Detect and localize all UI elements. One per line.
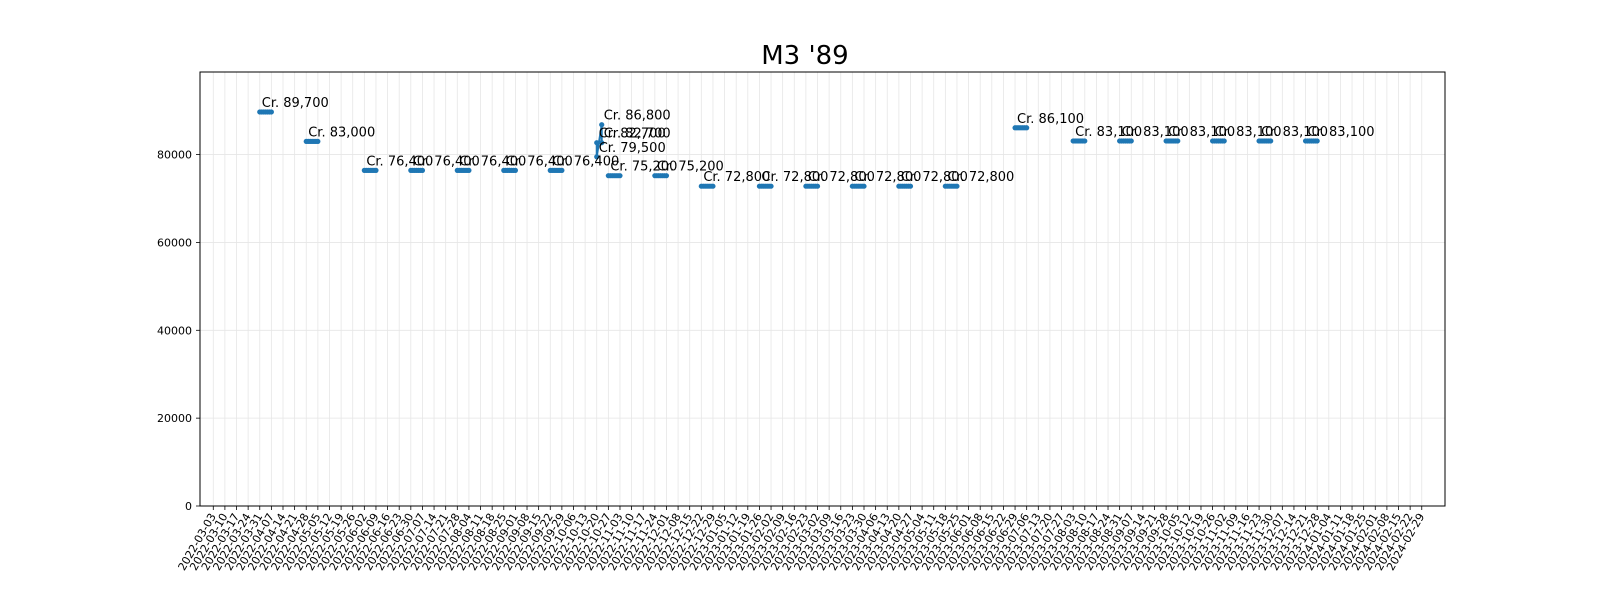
data-label: Cr. 72,800 xyxy=(761,170,828,185)
data-point xyxy=(559,167,565,173)
data-point xyxy=(1268,138,1274,144)
series xyxy=(257,109,1320,189)
data-label: Cr. 82,700 xyxy=(604,127,671,142)
data-label: Cr. 83,100 xyxy=(1261,125,1328,140)
data-label: Cr. 82,700 xyxy=(599,127,666,142)
data-point xyxy=(907,183,914,189)
data-point xyxy=(861,183,867,189)
data-label: Cr. 76,400 xyxy=(413,154,480,169)
data-label: Cr. 83,000 xyxy=(308,125,375,140)
data-label: Cr. 75,200 xyxy=(610,160,677,175)
data-point xyxy=(268,109,274,115)
data-label: Cr. 83,100 xyxy=(1308,125,1375,140)
data-point xyxy=(599,140,605,146)
y-tick-label: 20000 xyxy=(157,412,192,425)
data-point xyxy=(1024,125,1030,131)
data-label: Cr. 72,800 xyxy=(854,170,921,185)
data-point xyxy=(466,167,472,173)
y-tick-label: 0 xyxy=(185,500,192,513)
data-label: Cr. 83,100 xyxy=(1075,125,1142,140)
grid xyxy=(200,72,1445,507)
data-label: Cr. 79,500 xyxy=(599,141,666,156)
data-point xyxy=(512,167,519,173)
data-point xyxy=(617,173,623,179)
data-point xyxy=(594,140,600,146)
data-label: Cr. 83,100 xyxy=(1122,125,1189,140)
data-point xyxy=(814,183,821,189)
data-point xyxy=(768,183,774,189)
data-label: Cr. 86,800 xyxy=(604,109,671,124)
data-label: Cr. 76,400 xyxy=(552,154,619,169)
data-point xyxy=(315,138,321,145)
data-label: Cr. 72,800 xyxy=(703,170,770,185)
price-change-line xyxy=(595,124,603,157)
data-label: Cr. 89,700 xyxy=(262,96,329,111)
data-point xyxy=(1175,138,1181,144)
data-point xyxy=(1128,138,1134,144)
data-point xyxy=(954,183,960,189)
data-label: Cr. 72,800 xyxy=(808,170,875,185)
plot-frame xyxy=(199,71,1446,507)
data-point xyxy=(594,154,600,160)
data-label: Cr. 76,400 xyxy=(459,154,526,169)
data-label: Cr. 76,400 xyxy=(366,154,433,169)
y-tick-label: 40000 xyxy=(157,324,192,337)
data-label: Cr. 83,100 xyxy=(1215,125,1282,140)
data-label: Cr. 86,100 xyxy=(1017,112,1084,127)
data-label: Cr. 83,100 xyxy=(1168,125,1235,140)
chart-title: M3 '89 xyxy=(761,41,848,71)
data-label: Cr. 75,200 xyxy=(657,160,724,175)
axes: 2022-03-032022-03-102022-03-172022-03-24… xyxy=(157,149,1427,573)
y-tick-label: 80000 xyxy=(157,149,192,162)
data-label: Cr. 72,800 xyxy=(901,170,968,185)
data-point xyxy=(419,167,426,173)
data-point xyxy=(599,122,605,128)
data-point xyxy=(710,183,716,189)
data-label: Cr. 72,800 xyxy=(947,170,1014,185)
y-tick-label: 60000 xyxy=(157,236,192,249)
data-point xyxy=(1221,138,1227,144)
data-point xyxy=(373,167,379,173)
data-point xyxy=(1082,138,1088,144)
data-point xyxy=(663,173,670,179)
data-label: Cr. 76,400 xyxy=(506,154,573,169)
data-point xyxy=(1314,138,1320,144)
